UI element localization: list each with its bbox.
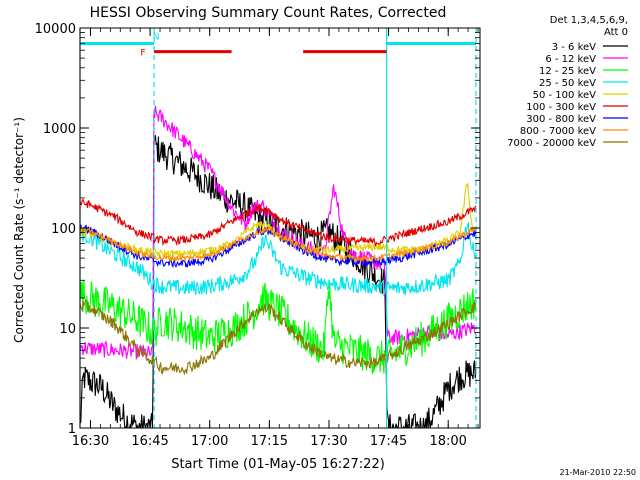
plot-area: FN 16:30 16:45 17:00 17:15 17:30 17:45 18:00 1 10…	[35, 22, 481, 449]
y-tick-label-3: 1000	[43, 122, 76, 137]
x-tick-label-4: 17:30	[310, 434, 347, 449]
chart-title: HESSI Observing Summary Count Rates, Cor…	[90, 5, 447, 21]
y-tick-label-4: 10000	[35, 22, 76, 37]
legend-label-6: 300 - 800 keV	[526, 114, 596, 125]
x-tick-label-1: 16:45	[131, 434, 168, 449]
x-tick-label-5: 17:45	[370, 434, 407, 449]
y-axis-label: Corrected Count Rate (s⁻¹ detector⁻¹)	[12, 117, 26, 343]
flag-label-n: N	[153, 32, 160, 42]
series-line-2	[80, 279, 477, 375]
y-tick-label-2: 100	[51, 222, 76, 237]
flag-label-f: F	[140, 49, 145, 59]
legend-label-0: 3 - 6 keV	[552, 42, 596, 53]
legend-header-1: Att 0	[604, 27, 628, 38]
series-line-5	[80, 198, 477, 247]
legend-label-3: 25 - 50 keV	[539, 78, 596, 89]
series-line-3	[80, 221, 477, 296]
series-line-8	[80, 299, 477, 376]
series-traces	[80, 105, 477, 428]
x-tick-label-3: 17:15	[251, 434, 288, 449]
legend-label-1: 6 - 12 keV	[545, 54, 596, 65]
y-tick-label-1: 10	[59, 322, 76, 337]
footer-timestamp: 21-Mar-2010 22:50	[560, 468, 637, 477]
legend-label-5: 100 - 300 keV	[526, 102, 596, 113]
legend-label-4: 50 - 100 keV	[533, 90, 597, 101]
series-line-4	[80, 182, 477, 260]
axes-frame	[79, 27, 481, 429]
legend-label-2: 12 - 25 keV	[539, 66, 596, 77]
x-tick-label-0: 16:30	[72, 434, 109, 449]
legend-label-7: 800 - 7000 keV	[520, 126, 596, 137]
x-axis-label: Start Time (01-May-05 16:27:22)	[171, 457, 385, 472]
series-line-7	[80, 226, 477, 264]
legend-header-0: Det 1,3,4,5,6,9,	[550, 15, 628, 26]
x-tick-label-2: 17:00	[191, 434, 228, 449]
series-line-0	[80, 135, 477, 428]
x-tick-label-6: 18:00	[429, 434, 466, 449]
legend-label-8: 7000 - 20000 keV	[507, 138, 596, 149]
y-tick-label-0: 1	[68, 422, 76, 437]
